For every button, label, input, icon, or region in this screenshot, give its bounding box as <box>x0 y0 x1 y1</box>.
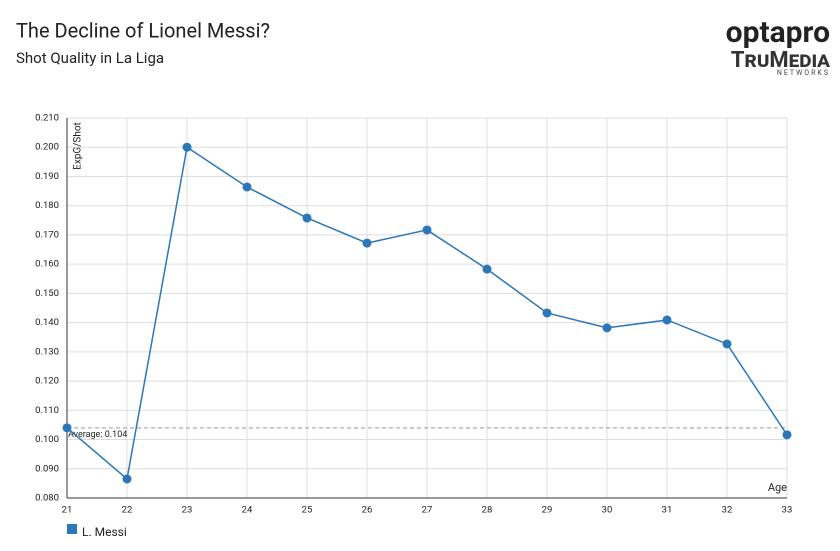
point <box>542 308 552 318</box>
x-tick-label: 33 <box>782 505 793 516</box>
x-tick-label: 28 <box>482 505 493 516</box>
point <box>782 430 792 440</box>
point <box>422 225 432 235</box>
chart-title: The Decline of Lionel Messi? <box>16 18 270 42</box>
point <box>122 474 132 484</box>
legend-swatch <box>67 524 77 534</box>
point <box>182 142 192 152</box>
y-tick-label: 0.200 <box>35 142 59 153</box>
logo-partner-sub: NETWORKS <box>777 69 830 77</box>
y-tick-label: 0.130 <box>35 346 59 357</box>
x-tick-label: 26 <box>362 505 373 516</box>
point <box>362 238 372 248</box>
x-tick-label: 24 <box>242 505 253 516</box>
x-tick-label: 25 <box>302 505 313 516</box>
point <box>602 323 612 333</box>
average-label: Average: 0.104 <box>68 430 127 440</box>
point <box>722 339 732 349</box>
point <box>662 315 672 325</box>
y-tick-label: 0.180 <box>35 200 59 211</box>
x-tick-label: 29 <box>542 505 553 516</box>
y-tick-label: 0.190 <box>35 171 59 182</box>
y-tick-label: 0.080 <box>35 493 59 504</box>
y-tick-label: 0.160 <box>35 259 59 270</box>
y-axis-label: ExpG/Shot <box>73 122 84 170</box>
y-tick-label: 0.090 <box>35 463 59 474</box>
legend-label: L. Messi <box>82 525 127 539</box>
x-tick-label: 32 <box>722 505 733 516</box>
y-tick-label: 0.210 <box>35 113 59 124</box>
x-tick-label: 23 <box>182 505 193 516</box>
logo-partner: TruMedia <box>731 48 830 73</box>
x-axis-label: Age <box>768 481 787 494</box>
chart-subtitle: Shot Quality in La Liga <box>16 49 164 67</box>
x-tick-label: 31 <box>662 505 673 516</box>
x-tick-label: 21 <box>62 505 73 516</box>
y-tick-label: 0.100 <box>35 434 59 445</box>
logo-brand: optapro <box>726 15 830 50</box>
y-tick-label: 0.120 <box>35 376 59 387</box>
x-tick-label: 27 <box>422 505 433 516</box>
x-tick-label: 22 <box>122 505 133 516</box>
x-tick-label: 30 <box>602 505 613 516</box>
point <box>302 213 312 223</box>
y-tick-label: 0.140 <box>35 317 59 328</box>
point <box>62 423 72 433</box>
y-tick-label: 0.170 <box>35 229 59 240</box>
point <box>482 264 492 274</box>
y-tick-label: 0.150 <box>35 288 59 299</box>
y-tick-label: 0.110 <box>35 405 59 416</box>
point <box>242 182 252 192</box>
